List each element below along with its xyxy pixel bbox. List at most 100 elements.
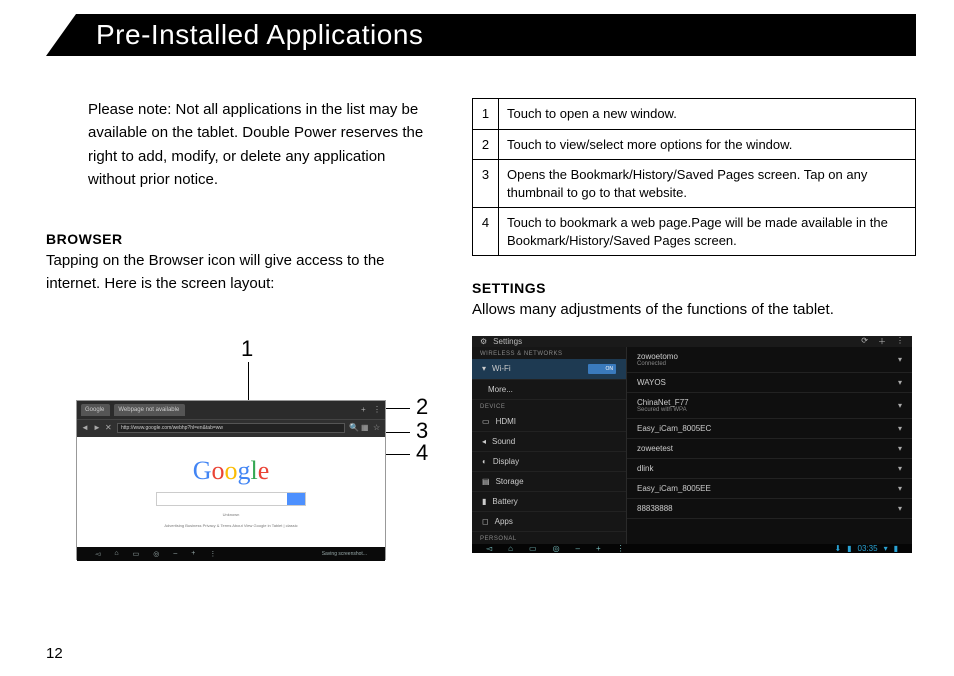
search-icon: 🔍 bbox=[349, 424, 357, 432]
sidebar-item-icon: ▤ bbox=[482, 477, 490, 486]
add-icon: ＋ bbox=[878, 336, 886, 347]
wifi-signal-icon: ▾ bbox=[898, 504, 902, 513]
back-icon: ◄ bbox=[81, 424, 89, 432]
sidebar-item: ▤ Storage bbox=[472, 472, 626, 492]
callout-1: 1 bbox=[241, 336, 253, 362]
sidebar-item-label: Storage bbox=[496, 477, 524, 486]
wifi-network-row: 88838888▾ bbox=[627, 499, 912, 519]
settings-sidebar: WIRELESS & NETWORKS ▾Wi-FiONMore...DEVIC… bbox=[472, 347, 627, 544]
sidebar-item: ◻Apps bbox=[472, 512, 626, 532]
browser-screenshot: Google Webpage not available + ⋮ ◄ ► ✕ h… bbox=[76, 400, 386, 560]
android-navbar: ◅ ⌂ ▭ ◎ – + ⋮ ⬇ ▮ 03:35 ▾ ▮ bbox=[472, 544, 912, 553]
recents-nav-icon: ▭ bbox=[133, 550, 140, 558]
sidebar-item: ▾Wi-FiON bbox=[472, 359, 626, 380]
clock: 03:35 bbox=[858, 544, 878, 553]
screenshot-nav-icon: ◎ bbox=[153, 550, 159, 558]
left-column: Please note: Not all applications in the… bbox=[46, 76, 436, 646]
row-number: 1 bbox=[473, 99, 499, 130]
browser-content: Google Unknown Advertising Business Priv… bbox=[77, 437, 385, 547]
browser-addressbar: ◄ ► ✕ http://www.google.com/webhp?hl=en&… bbox=[77, 419, 385, 437]
wifi-signal-icon: ▾ bbox=[898, 464, 902, 473]
row-text: Touch to open a new window. bbox=[499, 99, 916, 130]
header-wedge bbox=[46, 14, 76, 56]
saving-toast: Saving screenshot... bbox=[322, 551, 367, 557]
network-name: Easy_iCam_8005EC bbox=[637, 424, 711, 433]
home-nav-icon: ⌂ bbox=[114, 550, 118, 557]
callout-line bbox=[386, 408, 410, 409]
volume-nav-icon: – bbox=[173, 550, 177, 557]
settings-screenshot: ⚙ Settings ⟳ ＋ ⋮ WIRELESS & NETWORKS ▾Wi… bbox=[472, 336, 912, 546]
battery-status-icon: ▮ bbox=[894, 544, 898, 553]
wifi-network-row: dlink ▾ bbox=[627, 459, 912, 479]
wifi-network-row: zoweetest▾ bbox=[627, 439, 912, 459]
note-paragraph: Please note: Not all applications in the… bbox=[88, 98, 436, 191]
settings-heading: SETTINGS bbox=[472, 280, 916, 296]
reference-table: 1Touch to open a new window.2Touch to vi… bbox=[472, 98, 916, 256]
callout-2: 2 bbox=[416, 394, 428, 420]
close-icon: ✕ bbox=[105, 424, 113, 432]
settings-icon: ⚙ bbox=[480, 337, 487, 346]
usb-icon: ▮ bbox=[847, 544, 851, 553]
wifi-network-row: Easy_iCam_8005EC▾ bbox=[627, 419, 912, 439]
download-icon: ⬇ bbox=[834, 544, 841, 553]
sidebar-item: ◐ Display bbox=[472, 452, 626, 472]
back-nav-icon: ◅ bbox=[486, 544, 492, 553]
volume-nav-icon: + bbox=[191, 550, 195, 557]
sidebar-item-label: Wi-Fi bbox=[492, 364, 511, 373]
table-row: 2Touch to view/select more options for t… bbox=[473, 129, 916, 160]
forward-icon: ► bbox=[93, 424, 101, 432]
google-logo: Google bbox=[193, 456, 270, 486]
settings-body: Allows many adjustments of the functions… bbox=[472, 298, 916, 321]
sidebar-item-icon: ◐ bbox=[482, 457, 487, 466]
url-field: http://www.google.com/webhp?hl=en&tab=ww bbox=[117, 423, 345, 433]
browser-heading: BROWSER bbox=[46, 231, 436, 247]
android-navbar: ◅ ⌂ ▭ ◎ – + ⋮ Saving screenshot... bbox=[77, 547, 385, 561]
row-text: Opens the Bookmark/History/Saved Pages s… bbox=[499, 160, 916, 208]
sidebar-item-icon: ▭ bbox=[482, 417, 490, 426]
wifi-network-row: zowoetomoConnected▾ bbox=[627, 347, 912, 373]
page-title: Pre-Installed Applications bbox=[96, 19, 423, 51]
google-search-button bbox=[287, 493, 305, 505]
sidebar-item: ◂ Sound bbox=[472, 432, 626, 452]
right-column: 1Touch to open a new window.2Touch to vi… bbox=[472, 76, 916, 646]
google-footer-small: Unknown bbox=[223, 512, 240, 517]
recents-nav-icon: ▭ bbox=[529, 544, 537, 553]
settings-body-area: WIRELESS & NETWORKS ▾Wi-FiONMore...DEVIC… bbox=[472, 347, 912, 544]
wifi-signal-icon: ▾ bbox=[898, 378, 902, 387]
sidebar-item-label: Battery bbox=[492, 497, 517, 506]
menu-icon: ⋮ bbox=[896, 336, 904, 347]
network-name: ChinaNet_F77 bbox=[637, 398, 689, 407]
sidebar-item-label: Sound bbox=[492, 437, 515, 446]
scan-icon: ⟳ bbox=[861, 336, 868, 347]
wifi-network-row: WAYOS▾ bbox=[627, 373, 912, 393]
back-nav-icon: ◅ bbox=[95, 550, 100, 558]
volume-down-icon: – bbox=[576, 544, 580, 553]
sidebar-item-label: More... bbox=[488, 385, 513, 394]
callout-1-line bbox=[248, 362, 249, 400]
sidebar-item: ▮Battery bbox=[472, 492, 626, 512]
callout-line bbox=[386, 432, 410, 433]
sidebar-category: DEVICE bbox=[472, 400, 626, 412]
wifi-network-row: Easy_iCam_8005EE▾ bbox=[627, 479, 912, 499]
google-footer-links: Advertising Business Privacy & Terms Abo… bbox=[164, 523, 297, 528]
wifi-status-icon: ▾ bbox=[884, 544, 888, 553]
table-row: 3Opens the Bookmark/History/Saved Pages … bbox=[473, 160, 916, 208]
wifi-network-row: ChinaNet_F77Secured with WPA▾ bbox=[627, 393, 912, 419]
page-number: 12 bbox=[46, 645, 63, 662]
content-columns: Please note: Not all applications in the… bbox=[46, 76, 916, 646]
sidebar-item-icon: ▾ bbox=[482, 364, 486, 373]
table-row: 4Touch to bookmark a web page.Page will … bbox=[473, 208, 916, 256]
callout-line bbox=[386, 454, 410, 455]
wifi-signal-icon: ▾ bbox=[898, 355, 902, 364]
wifi-signal-icon: ▾ bbox=[898, 444, 902, 453]
callout-4: 4 bbox=[416, 440, 428, 466]
sidebar-item-label: Display bbox=[493, 457, 519, 466]
star-icon: ☆ bbox=[373, 424, 381, 432]
sidebar-item-icon: ◂ bbox=[482, 437, 486, 446]
row-text: Touch to view/select more options for th… bbox=[499, 129, 916, 160]
table-row: 1Touch to open a new window. bbox=[473, 99, 916, 130]
browser-body: Tapping on the Browser icon will give ac… bbox=[46, 249, 436, 296]
settings-titlebar: ⚙ Settings ⟳ ＋ ⋮ bbox=[472, 336, 912, 347]
row-number: 3 bbox=[473, 160, 499, 208]
network-name: dlink bbox=[637, 464, 653, 473]
